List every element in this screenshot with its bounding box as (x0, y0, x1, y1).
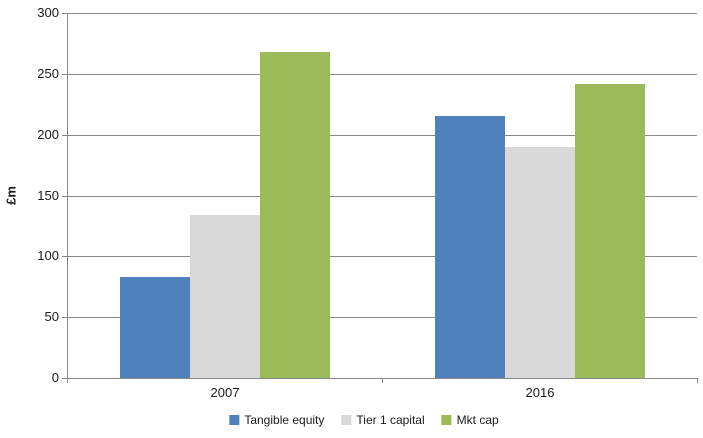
gridline-300 (67, 13, 697, 14)
y-tick-mark-250 (62, 74, 67, 75)
bar-mkt-cap-2016 (575, 84, 645, 378)
y-tick-mark-300 (62, 13, 67, 14)
legend-entry-mkt-cap: Mkt cap (441, 413, 499, 427)
y-tick-mark-0 (62, 378, 67, 379)
legend-label-tangible-equity: Tangible equity (244, 413, 325, 427)
y-tick-mark-50 (62, 317, 67, 318)
gridline-200 (67, 135, 697, 136)
y-tick-mark-100 (62, 256, 67, 257)
legend-swatch-tier1-capital-icon (341, 415, 352, 425)
legend: Tangible equity Tier 1 capital Mkt cap (229, 413, 499, 427)
legend-label-mkt-cap: Mkt cap (456, 413, 499, 427)
bar-tangible-equity-2016 (435, 116, 505, 378)
bar-tangible-equity-2007 (120, 277, 190, 378)
gridline-100 (67, 256, 697, 257)
x-tick-label-2007: 2007 (210, 385, 240, 400)
bar-mkt-cap-2007 (260, 52, 330, 378)
legend-swatch-tangible-equity-icon (229, 415, 240, 425)
y-tick-label-300: 300 (37, 5, 59, 20)
y-tick-mark-200 (62, 135, 67, 136)
gridline-150 (67, 196, 697, 197)
gridline-250 (67, 74, 697, 75)
gridline-50 (67, 317, 697, 318)
x-tick-mark-2 (697, 378, 698, 383)
y-tick-label-250: 250 (37, 66, 59, 81)
bar-tier-1-capital-2016 (505, 147, 575, 378)
y-axis-line (67, 13, 68, 378)
y-tick-label-0: 0 (51, 370, 59, 385)
x-tick-mark-1 (382, 378, 383, 383)
y-tick-label-100: 100 (37, 248, 59, 263)
y-tick-label-150: 150 (37, 188, 59, 203)
legend-entry-tier1-capital: Tier 1 capital (341, 413, 425, 427)
y-tick-label-200: 200 (37, 127, 59, 142)
legend-entry-tangible-equity: Tangible equity (229, 413, 324, 427)
bar-tier-1-capital-2007 (190, 215, 260, 378)
x-tick-label-2016: 2016 (525, 385, 555, 400)
x-tick-mark-0 (67, 378, 68, 383)
legend-label-tier1-capital: Tier 1 capital (356, 413, 425, 427)
y-tick-mark-150 (62, 196, 67, 197)
legend-swatch-mkt-cap-icon (441, 415, 452, 425)
y-tick-label-50: 50 (44, 309, 59, 324)
